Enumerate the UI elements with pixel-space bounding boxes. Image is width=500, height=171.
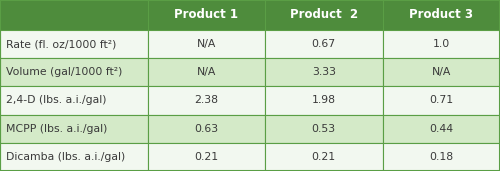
- Bar: [382, 86, 500, 115]
- Bar: [0, 0, 148, 30]
- Text: 0.71: 0.71: [429, 95, 454, 106]
- Text: N/A: N/A: [432, 67, 451, 77]
- Text: Product 3: Product 3: [410, 8, 474, 22]
- Text: N/A: N/A: [196, 67, 216, 77]
- Bar: [0, 143, 148, 171]
- Bar: [265, 58, 382, 86]
- Text: 1.98: 1.98: [312, 95, 336, 106]
- Text: 0.67: 0.67: [312, 39, 336, 49]
- Text: 3.33: 3.33: [312, 67, 336, 77]
- Bar: [0, 30, 148, 58]
- Bar: [382, 143, 500, 171]
- Bar: [265, 86, 382, 115]
- Text: 0.21: 0.21: [194, 152, 218, 162]
- Bar: [148, 143, 265, 171]
- Text: Dicamba (lbs. a.i./gal): Dicamba (lbs. a.i./gal): [6, 152, 125, 162]
- Bar: [0, 115, 148, 143]
- Bar: [148, 30, 265, 58]
- Text: Product  2: Product 2: [290, 8, 358, 22]
- Text: N/A: N/A: [196, 39, 216, 49]
- Text: Volume (gal/1000 ft²): Volume (gal/1000 ft²): [6, 67, 122, 77]
- Text: 0.44: 0.44: [429, 124, 454, 134]
- Bar: [265, 0, 382, 30]
- Text: Rate (fl. oz/1000 ft²): Rate (fl. oz/1000 ft²): [6, 39, 116, 49]
- Bar: [382, 58, 500, 86]
- Bar: [265, 115, 382, 143]
- Bar: [0, 86, 148, 115]
- Text: MCPP (lbs. a.i./gal): MCPP (lbs. a.i./gal): [6, 124, 108, 134]
- Bar: [0, 58, 148, 86]
- Text: 2.38: 2.38: [194, 95, 218, 106]
- Bar: [265, 30, 382, 58]
- Text: 0.53: 0.53: [312, 124, 336, 134]
- Text: 1.0: 1.0: [432, 39, 450, 49]
- Bar: [382, 0, 500, 30]
- Bar: [148, 0, 265, 30]
- Text: 0.21: 0.21: [312, 152, 336, 162]
- Text: 0.18: 0.18: [429, 152, 454, 162]
- Bar: [382, 115, 500, 143]
- Bar: [382, 30, 500, 58]
- Bar: [265, 143, 382, 171]
- Text: Product 1: Product 1: [174, 8, 238, 22]
- Text: 0.63: 0.63: [194, 124, 218, 134]
- Bar: [148, 115, 265, 143]
- Bar: [148, 58, 265, 86]
- Bar: [148, 86, 265, 115]
- Text: 2,4-D (lbs. a.i./gal): 2,4-D (lbs. a.i./gal): [6, 95, 106, 106]
